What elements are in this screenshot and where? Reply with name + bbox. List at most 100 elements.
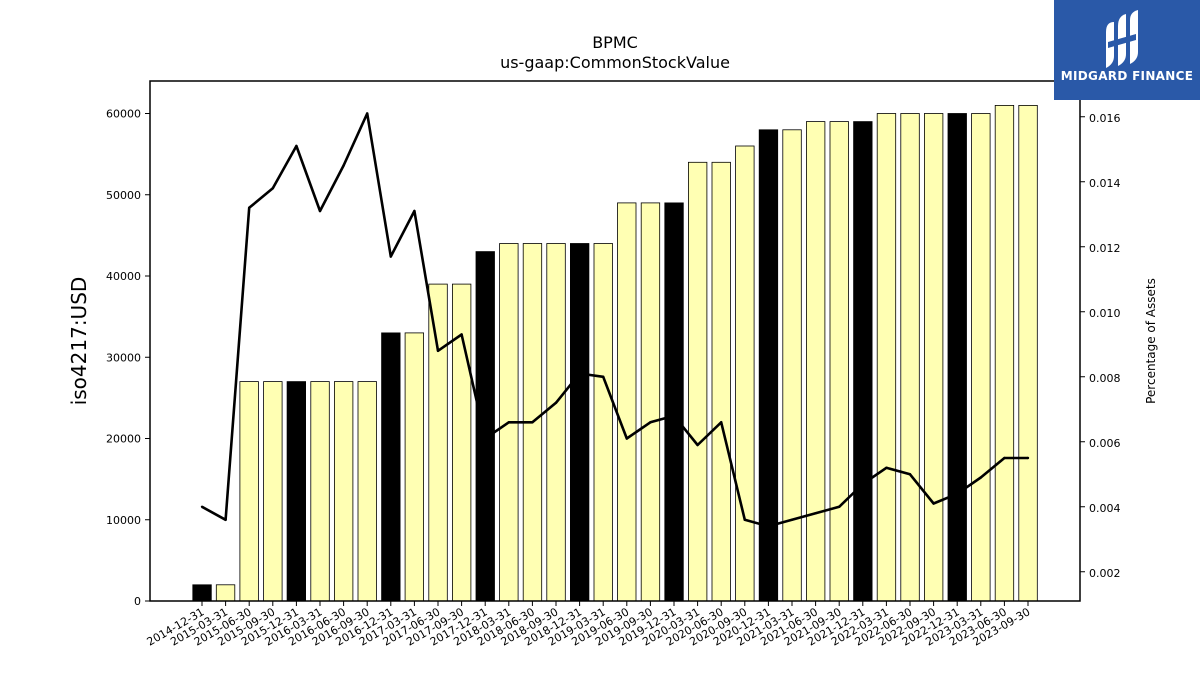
line-point-2016-09-30 <box>366 112 369 115</box>
line-point-2020-06-30 <box>720 421 723 424</box>
bar-2019-12-31 <box>664 202 684 602</box>
y2-tick-label: 0.016 <box>1089 112 1121 125</box>
line-point-2015-06-30 <box>248 206 251 209</box>
y-tick-label: 40000 <box>106 270 141 283</box>
line-point-2018-09-30 <box>554 401 558 404</box>
y-tick-label: 60000 <box>106 108 141 121</box>
y-axis-label: iso4217:USD <box>67 277 91 406</box>
x-axis: 2014-12-312015-03-312015-06-302015-09-30… <box>145 601 1033 649</box>
plot-frame <box>149 80 1081 602</box>
percentage-line <box>201 112 1028 528</box>
line-point-2023-03-31 <box>979 476 982 479</box>
line-point-2021-12-31 <box>861 482 864 486</box>
line-point-2016-12-31 <box>389 255 392 258</box>
bar-2022-03-31 <box>876 113 897 602</box>
line-point-2020-03-31 <box>696 443 699 447</box>
line-point-2021-06-30 <box>814 512 817 515</box>
line-point-2023-06-30 <box>1003 456 1006 460</box>
bar-2022-09-30 <box>924 113 944 602</box>
bar-2017-06-30 <box>428 283 448 602</box>
y2-axis: 0.002 0.004 0.006 0.008 0.010 0.012 0.014 0.016 <box>1080 112 1121 580</box>
brand-mark-icon <box>1106 10 1138 68</box>
bar-2017-12-31 <box>475 251 495 602</box>
bar-group <box>192 105 1038 602</box>
bar-2020-06-30 <box>711 161 731 602</box>
bar-2016-03-31 <box>310 381 330 602</box>
line-point-2022-06-30 <box>908 473 912 476</box>
line-point-2015-12-31 <box>295 144 298 148</box>
y2-tick-label: 0.014 <box>1089 177 1121 190</box>
bar-2015-09-30 <box>263 381 283 602</box>
bar-2020-12-31 <box>758 129 779 602</box>
line-point-2020-12-31 <box>767 525 770 528</box>
bar-2018-12-31 <box>570 243 590 602</box>
brand-logo: MIDGARD FINANCE <box>1054 0 1200 100</box>
line-point-2018-12-31 <box>578 372 581 375</box>
bar-2016-09-30 <box>357 381 377 602</box>
bar-2014-12-31 <box>192 584 212 602</box>
line-point-2021-03-31 <box>790 518 794 521</box>
bar-2023-03-31 <box>971 113 991 602</box>
bar-2017-09-30 <box>451 283 472 602</box>
bar-2023-09-30 <box>1018 105 1038 602</box>
line-point-2023-09-30 <box>1026 456 1030 460</box>
y2-tick-label: 0.006 <box>1089 437 1121 450</box>
line-point-2018-03-31 <box>507 421 510 424</box>
bar-2020-03-31 <box>688 161 708 602</box>
line-point-2015-09-30 <box>271 187 274 190</box>
y2-tick-label: 0.004 <box>1089 502 1121 515</box>
y2-tick-label: 0.012 <box>1089 242 1121 255</box>
bar-2016-06-30 <box>333 381 354 602</box>
y-tick-label: 50000 <box>106 189 141 202</box>
line-point-2022-03-31 <box>885 466 888 469</box>
y-tick-label: 10000 <box>106 514 141 527</box>
chart-subtitle: us-gaap:CommonStockValue <box>500 53 730 72</box>
bar-2023-06-30 <box>994 105 1015 602</box>
line-point-2021-09-30 <box>838 505 841 508</box>
line-point-2017-06-30 <box>436 349 440 352</box>
y2-tick-label: 0.010 <box>1089 307 1121 320</box>
bar-2015-06-30 <box>239 381 259 602</box>
bar-2021-09-30 <box>829 121 849 602</box>
bar-2019-03-31 <box>593 243 613 602</box>
line-point-2019-06-30 <box>625 437 628 440</box>
line-point-2022-12-31 <box>956 492 959 495</box>
line-point-2019-09-30 <box>649 421 652 424</box>
line-point-2017-12-31 <box>484 437 487 440</box>
line-point-2017-03-31 <box>413 209 416 213</box>
bar-2016-12-31 <box>381 332 401 602</box>
line-point-2020-09-30 <box>743 518 746 521</box>
y-tick-label: 0 <box>134 595 141 608</box>
bar-2015-12-31 <box>286 381 307 602</box>
bar-2017-03-31 <box>404 332 425 602</box>
bar-2021-12-31 <box>853 121 873 602</box>
line-point-2015-03-31 <box>224 518 227 521</box>
line-point-2017-09-30 <box>460 333 463 336</box>
line-point-2019-03-31 <box>602 375 605 378</box>
line-point-2022-09-30 <box>932 502 935 505</box>
y-tick-label: 30000 <box>106 351 141 364</box>
line-layer <box>200 112 1030 528</box>
bar-2021-06-30 <box>806 121 826 602</box>
y2-tick-label: 0.002 <box>1089 567 1121 580</box>
y-axis: 0 10000 20000 30000 40000 50000 60000 <box>106 108 150 608</box>
y-tick-label: 20000 <box>106 433 141 446</box>
y2-axis-label: Percentage of Assets <box>1144 278 1158 404</box>
bar-2015-03-31 <box>215 584 236 602</box>
line-point-2016-03-31 <box>318 209 322 213</box>
line-point-2016-06-30 <box>342 164 345 167</box>
bar-2019-09-30 <box>640 202 661 602</box>
bar-2019-06-30 <box>617 202 637 602</box>
brand-name: MIDGARD FINANCE <box>1060 69 1194 83</box>
bar-2022-12-31 <box>947 113 967 602</box>
line-point-2014-12-31 <box>200 505 204 508</box>
bar-2022-06-30 <box>900 113 920 602</box>
bar-2020-09-30 <box>735 145 755 602</box>
chart-title: BPMC <box>592 33 638 52</box>
line-point-2018-06-30 <box>531 421 534 424</box>
bar-2018-09-30 <box>546 243 566 602</box>
y2-tick-label: 0.008 <box>1089 372 1121 385</box>
bar-2021-03-31 <box>782 129 802 602</box>
line-point-2019-12-31 <box>672 414 676 417</box>
